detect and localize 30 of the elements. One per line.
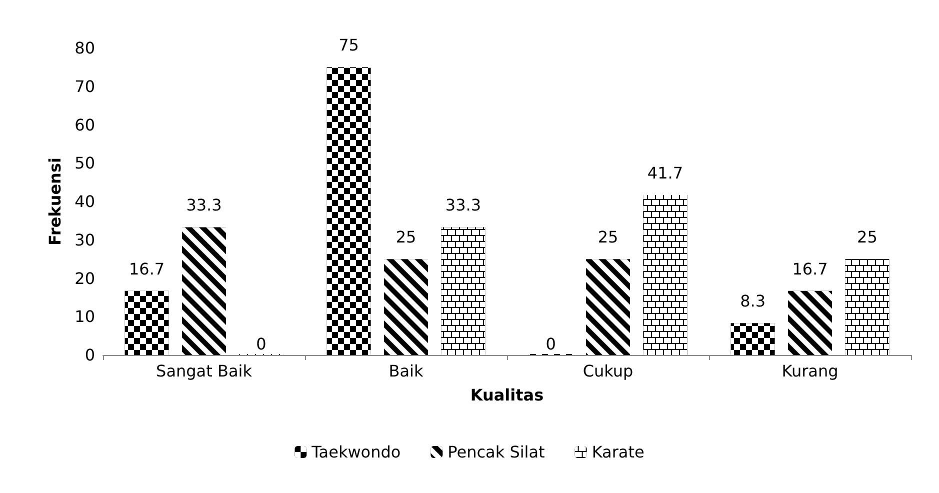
data-label: 0 [546,334,556,354]
x-tick-label: Sangat Baik [156,362,253,380]
data-label: 16.7 [792,259,828,278]
data-label: 8.3 [740,292,766,311]
x-axis-title: Kualitas [470,386,544,404]
y-tick-label: 30 [74,230,95,250]
y-tick-label: 80 [74,38,95,58]
data-label: 75 [338,36,359,55]
data-label: 33.3 [445,196,482,215]
data-label: 25 [598,228,618,247]
data-label: 0 [256,334,266,354]
x-tick-label: Cukup [582,362,634,380]
y-tick-label: 60 [74,115,95,134]
x-tick-label: Baik [388,362,424,380]
data-label: 25 [857,228,878,247]
x-tick-label: Kurang [782,362,838,380]
y-tick-label: 0 [84,346,95,364]
data-label: 33.3 [186,196,222,215]
y-tick-label: 70 [74,76,95,96]
legend-label: Karate [592,442,644,462]
y-tick-label: 40 [74,192,95,211]
data-label: 25 [396,228,416,247]
legend-label: Pencak Silat [448,442,545,462]
y-axis-title: Frekuensi [46,158,64,246]
y-tick-label: 20 [74,268,95,288]
y-tick-label: 50 [74,154,95,173]
data-label: 16.7 [128,259,165,278]
data-label: 41.7 [647,163,684,182]
legend-label: Taekwondo [310,442,401,462]
y-tick-label: 10 [74,307,95,326]
